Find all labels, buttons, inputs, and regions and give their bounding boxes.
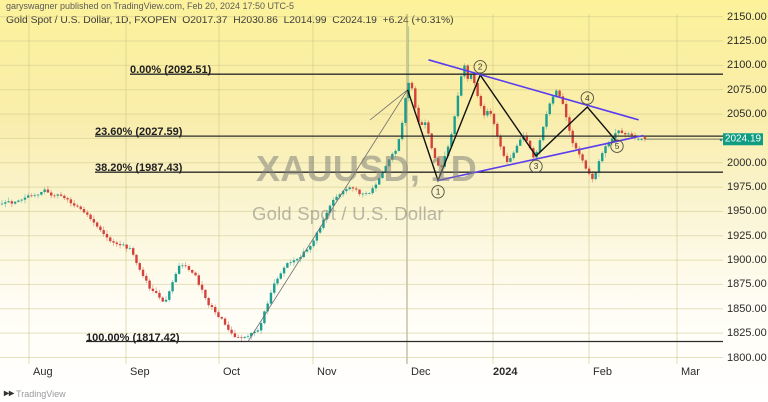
svg-text:5: 5: [615, 141, 620, 151]
svg-text:4: 4: [585, 93, 590, 103]
svg-text:3: 3: [534, 161, 539, 171]
svg-text:2: 2: [478, 62, 483, 72]
